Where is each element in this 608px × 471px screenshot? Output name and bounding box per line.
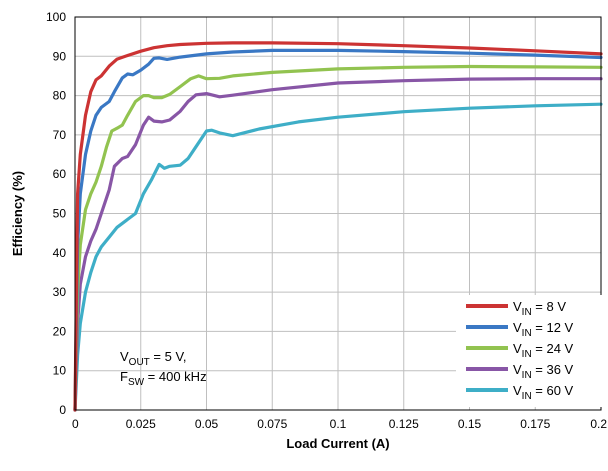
y-tick-label: 0: [59, 403, 66, 417]
tick-labels: 0 0.025 0.05 0.075 0.1 0.125 0.15 0.175 0.2 0 10 20…: [46, 10, 607, 431]
fsw-annotation-rest: = 400 kHz: [144, 369, 207, 384]
vout-annotation-sub: OUT: [129, 357, 150, 368]
fsw-annotation-main: F: [120, 369, 128, 384]
legend-entry-vin-8: VIN = 8 V: [466, 299, 566, 318]
series-line-vin-8: [73, 41, 603, 412]
y-tick-label: 70: [53, 128, 67, 142]
x-tick-label: 0.025: [126, 417, 156, 431]
y-tick-label: 30: [53, 285, 67, 299]
legend-label-vin-60: VIN = 60 V: [513, 383, 574, 402]
series-line-vin-24: [73, 64, 603, 412]
legend-label-vin-8: VIN = 8 V: [513, 299, 566, 318]
legend-entry-vin-24: VIN = 24 V: [466, 341, 574, 360]
y-axis-title: Efficiency (%): [10, 171, 25, 256]
x-tick-label: 0.175: [520, 417, 550, 431]
x-tick-label: 0.075: [257, 417, 287, 431]
y-tick-label: 90: [53, 49, 67, 63]
operating-conditions-annotation: VOUT = 5 V, FSW = 400 kHz: [120, 349, 207, 388]
legend-entry-vin-60: VIN = 60 V: [466, 383, 574, 402]
series-lines: [73, 41, 603, 412]
x-tick-label: 0.1: [330, 417, 347, 431]
y-tick-label: 10: [53, 364, 67, 378]
fsw-annotation-sub: SW: [128, 377, 145, 388]
legend-label-vin-36: VIN = 36 V: [513, 362, 574, 381]
plot-area-frame: [74, 16, 602, 411]
fsw-annotation: FSW = 400 kHz: [120, 369, 207, 388]
vout-annotation-main: V: [120, 349, 129, 364]
vout-annotation: VOUT = 5 V,: [120, 349, 187, 368]
y-tick-label: 60: [53, 167, 67, 181]
y-tick-label: 50: [53, 207, 67, 221]
legend: VIN = 8 V VIN = 12 V VIN = 24 V VIN = 36…: [456, 295, 602, 407]
legend-label-vin-24: VIN = 24 V: [513, 341, 574, 360]
legend-entry-vin-12: VIN = 12 V: [466, 320, 574, 339]
legend-label-vin-12: VIN = 12 V: [513, 320, 574, 339]
series-line-vin-60: [73, 102, 603, 412]
vout-annotation-rest: = 5 V,: [150, 349, 187, 364]
x-tick-label: 0.2: [590, 417, 607, 431]
y-tick-label: 80: [53, 89, 67, 103]
x-tick-label: 0.125: [389, 417, 419, 431]
y-tick-label: 40: [53, 246, 67, 260]
x-tick-label: 0.15: [458, 417, 482, 431]
series-line-vin-36: [73, 77, 603, 412]
y-tick-label: 100: [46, 10, 66, 24]
x-tick-label: 0: [72, 417, 79, 431]
y-tick-label: 20: [53, 324, 67, 338]
series-line-vin-12: [73, 48, 603, 412]
x-axis-title: Load Current (A): [286, 436, 389, 451]
legend-entry-vin-36: VIN = 36 V: [466, 362, 574, 381]
x-tick-label: 0.05: [195, 417, 219, 431]
grid-lines: [74, 16, 602, 411]
